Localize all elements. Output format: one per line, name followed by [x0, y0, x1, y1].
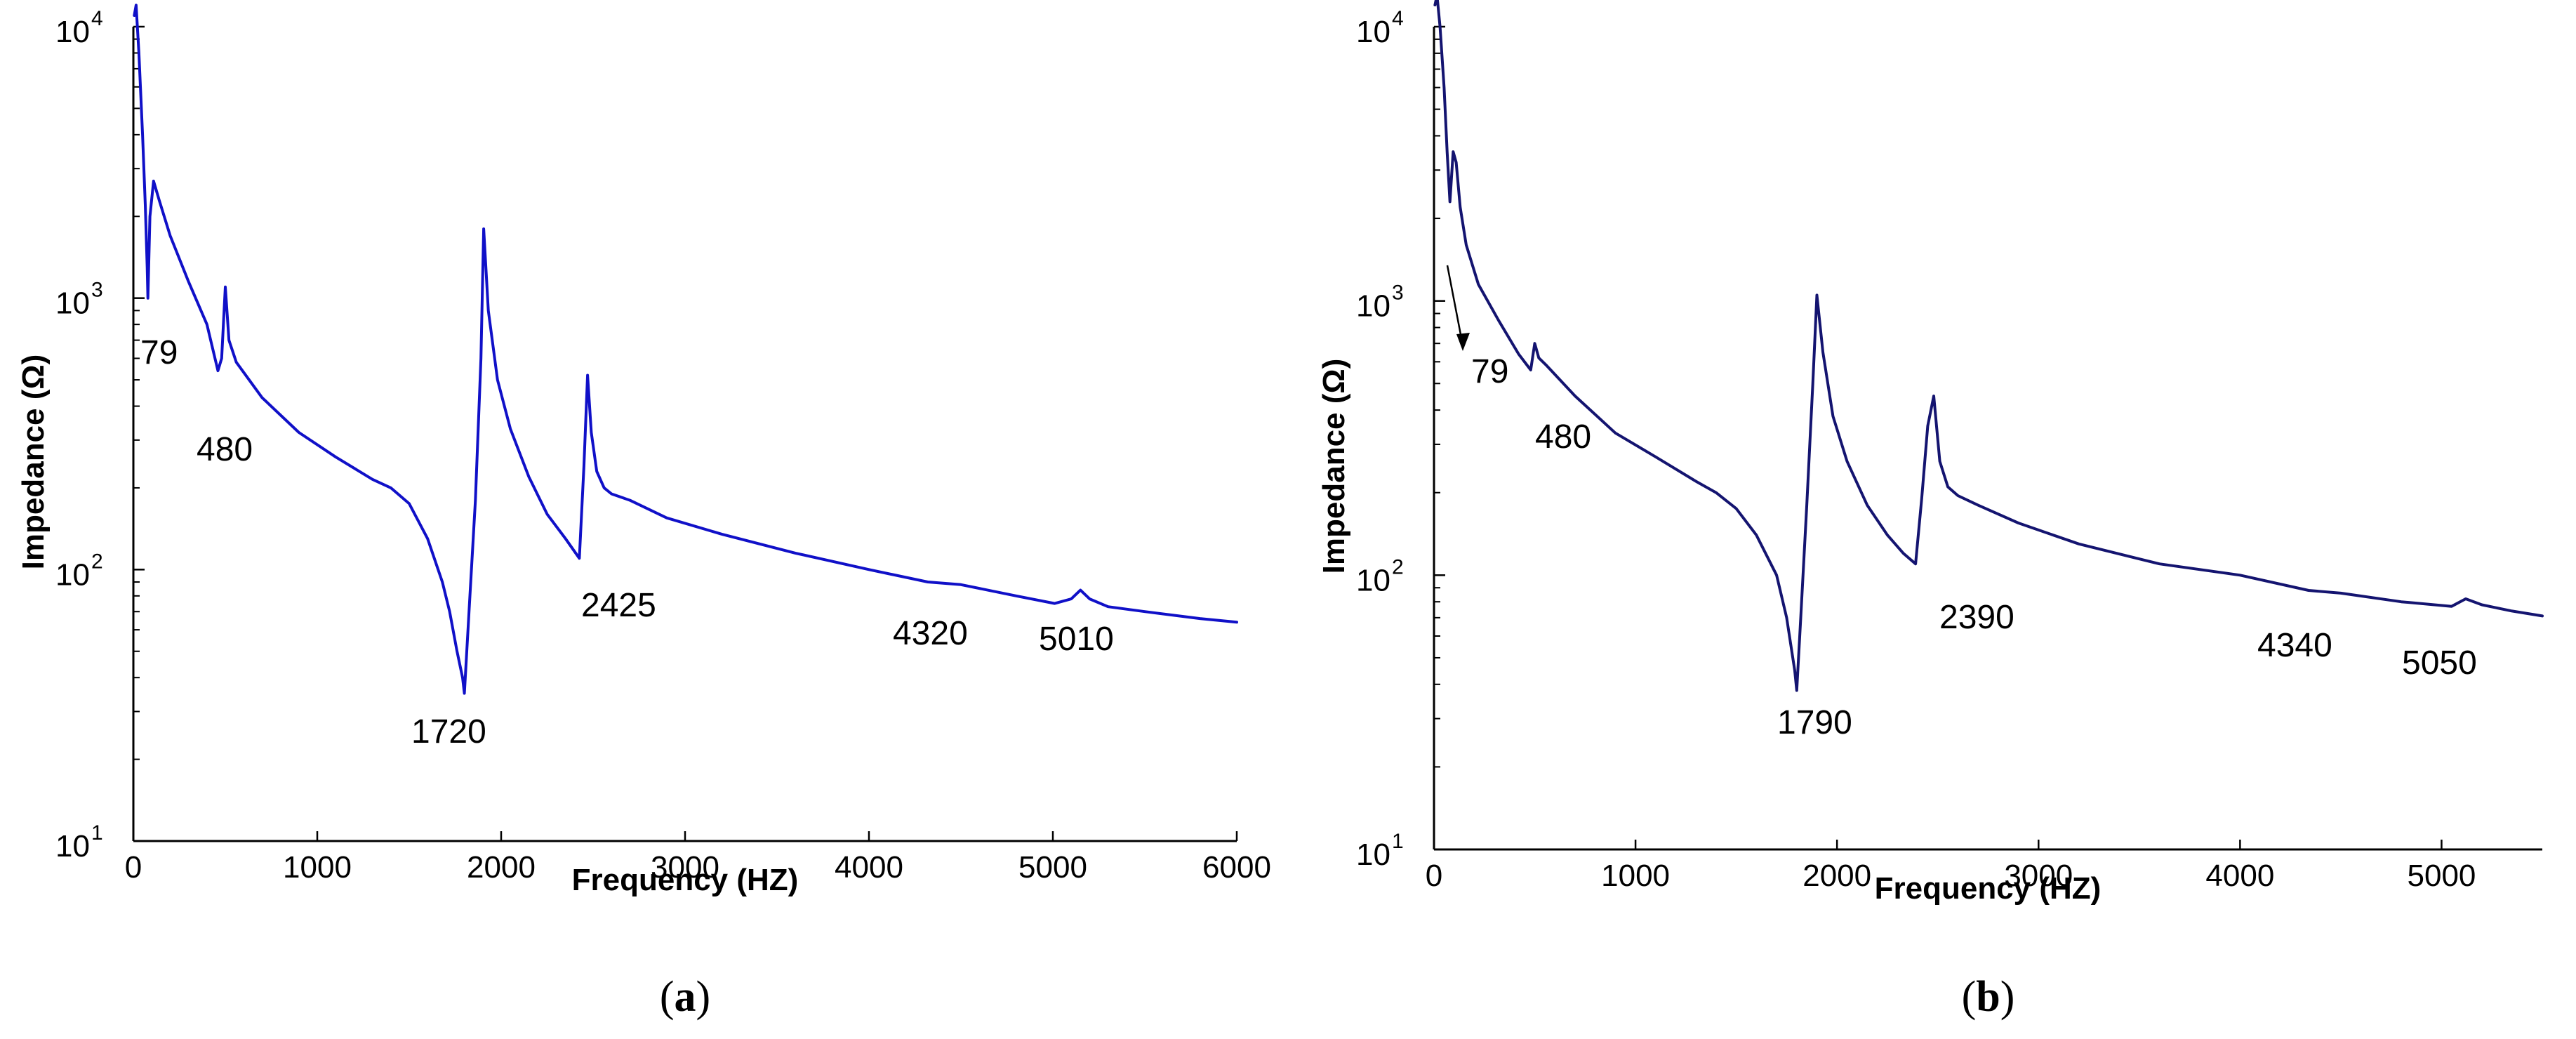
x-tick-label: 2000	[467, 850, 536, 885]
impedance-series-line	[1433, 0, 2544, 692]
panel-caption: (a)	[660, 973, 710, 1021]
y-tick-exponent: 1	[91, 821, 103, 845]
caption-letter: a	[675, 973, 696, 1021]
y-tick-base: 10	[55, 15, 90, 49]
caption-close-paren: )	[696, 973, 711, 1021]
caption-open-paren: (	[660, 973, 675, 1021]
y-tick-base: 10	[1356, 15, 1390, 49]
caption-letter: b	[1976, 973, 2000, 1021]
annotation-label: 480	[197, 431, 253, 468]
y-tick-label: 10	[1356, 289, 1390, 324]
annotation-label: 4320	[893, 615, 968, 652]
y-tick-label: 10	[1356, 563, 1390, 597]
x-tick-label: 2000	[1802, 859, 1871, 893]
y-tick-exponent: 1	[1392, 830, 1404, 853]
annotation-label: 2390	[1939, 599, 2014, 636]
panel-caption: (b)	[1962, 973, 2015, 1021]
y-tick-base: 10	[55, 286, 90, 321]
annotation-label: 4340	[2257, 627, 2332, 664]
y-tick-exponent: 4	[1392, 7, 1404, 30]
annotation-label: 5010	[1039, 621, 1114, 658]
impedance-series-line	[133, 4, 1238, 695]
annotation-label: 79	[1471, 353, 1508, 390]
x-tick-label: 4000	[2205, 859, 2274, 893]
x-tick-label: 5000	[2408, 859, 2476, 893]
y-tick-exponent: 2	[1392, 555, 1404, 578]
annotation-label: 79	[140, 334, 178, 371]
y-tick-label: 10	[1356, 838, 1390, 872]
y-tick-label: 10	[55, 286, 90, 321]
annotation-label: 2425	[581, 587, 656, 624]
y-tick-label: 10	[1356, 15, 1390, 49]
x-tick-label: 3000	[2004, 859, 2073, 893]
y-axis-label: Impedance (Ω)	[16, 355, 51, 570]
x-tick-label: 3000	[651, 850, 719, 885]
caption-close-paren: )	[2000, 973, 2015, 1021]
annotation-label: 1720	[411, 713, 486, 750]
y-tick-exponent: 3	[91, 279, 103, 302]
x-axis-label: Frequency (HZ)	[572, 863, 799, 897]
y-tick-base: 10	[1356, 838, 1390, 872]
y-tick-exponent: 4	[91, 7, 103, 30]
x-tick-label: 1000	[1601, 859, 1670, 893]
x-tick-label: 6000	[1202, 850, 1271, 885]
y-tick-label: 10	[55, 829, 90, 863]
arrow-head	[1456, 333, 1470, 351]
x-tick-label: 4000	[835, 850, 903, 885]
y-tick-base: 10	[1356, 563, 1390, 597]
annotation-arrow	[1446, 265, 1464, 346]
y-tick-label: 10	[55, 15, 90, 49]
annotation-label: 480	[1535, 418, 1591, 456]
y-tick-exponent: 3	[1392, 282, 1404, 305]
annotation-label: 5050	[2402, 644, 2477, 682]
x-tick-label: 1000	[283, 850, 352, 885]
caption-open-paren: (	[1962, 973, 1977, 1021]
y-tick-base: 10	[55, 557, 90, 592]
y-tick-base: 10	[55, 829, 90, 863]
y-axis-label: Impedance (Ω)	[1317, 359, 1351, 574]
y-tick-base: 10	[1356, 289, 1390, 324]
y-tick-exponent: 2	[91, 550, 103, 573]
y-tick-label: 10	[55, 557, 90, 592]
x-tick-label: 0	[1426, 859, 1442, 893]
annotation-label: 1790	[1777, 704, 1852, 741]
x-tick-label: 5000	[1018, 850, 1087, 885]
x-axis-label: Frequency (HZ)	[1875, 871, 2102, 906]
x-tick-label: 0	[125, 850, 142, 885]
